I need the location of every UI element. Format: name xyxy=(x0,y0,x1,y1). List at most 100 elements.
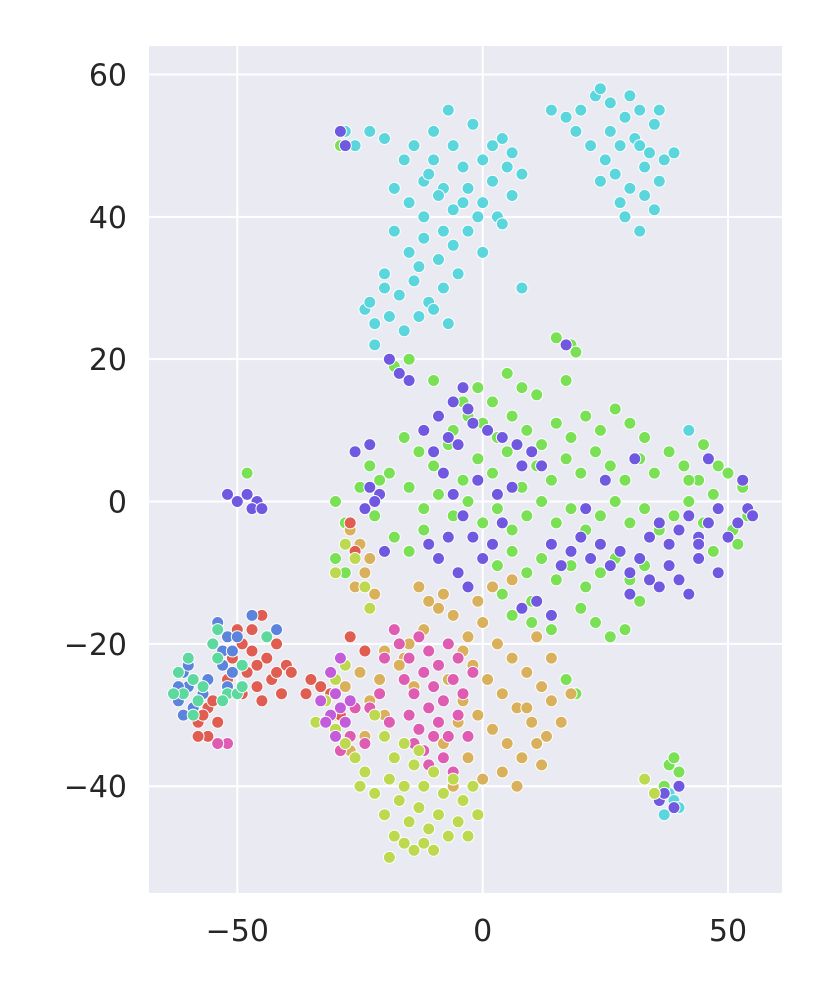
scatter-point-series-6 xyxy=(436,786,450,800)
scatter-point-series-0 xyxy=(505,146,519,160)
scatter-point-series-6 xyxy=(427,843,441,857)
scatter-point-series-1 xyxy=(373,473,387,487)
scatter-point-series-3 xyxy=(358,566,372,580)
scatter-point-series-3 xyxy=(490,637,504,651)
scatter-point-series-2 xyxy=(358,502,372,516)
scatter-point-series-0 xyxy=(427,124,441,138)
scatter-point-series-2 xyxy=(554,559,568,573)
scatter-point-series-2 xyxy=(221,487,234,501)
scatter-point-series-1 xyxy=(593,566,607,580)
scatter-point-series-3 xyxy=(495,687,509,701)
scatter-point-series-1 xyxy=(544,473,558,487)
scatter-point-series-0 xyxy=(461,181,475,195)
scatter-point-series-2 xyxy=(535,459,549,473)
scatter-point-series-2 xyxy=(652,580,666,594)
scatter-point-series-0 xyxy=(505,189,519,202)
scatter-point-series-8 xyxy=(196,680,210,694)
scatter-point-series-2 xyxy=(633,552,647,565)
scatter-point-series-0 xyxy=(613,196,627,210)
scatter-point-series-1 xyxy=(711,459,725,473)
scatter-point-series-4 xyxy=(304,673,318,686)
scatter-point-series-1 xyxy=(638,502,652,516)
scatter-point-series-0 xyxy=(456,196,470,210)
scatter-point-series-0 xyxy=(476,196,490,210)
scatter-point-series-2 xyxy=(432,552,445,565)
scatter-point-series-0 xyxy=(456,160,470,174)
scatter-point-series-3 xyxy=(486,722,499,736)
scatter-point-series-7 xyxy=(270,623,284,637)
scatter-point-series-0 xyxy=(618,210,632,224)
scatter-point-series-8 xyxy=(181,651,195,665)
scatter-point-series-0 xyxy=(633,139,647,153)
scatter-point-series-2 xyxy=(441,530,455,544)
scatter-point-series-0 xyxy=(476,245,490,259)
scatter-point-series-1 xyxy=(559,673,573,686)
scatter-point-series-0 xyxy=(363,124,377,138)
scatter-point-series-1 xyxy=(589,616,602,629)
scatter-point-series-2 xyxy=(701,452,715,466)
scatter-point-series-6 xyxy=(451,815,465,829)
scatter-point-series-6 xyxy=(387,829,401,843)
scatter-point-series-1 xyxy=(329,552,342,565)
y-tick-label: 40 xyxy=(89,201,127,236)
scatter-point-series-6 xyxy=(412,801,426,815)
y-tick-label: 60 xyxy=(89,58,127,93)
scatter-point-series-0 xyxy=(407,139,421,153)
scatter-point-series-0 xyxy=(476,153,490,167)
scatter-point-series-4 xyxy=(299,687,313,701)
scatter-point-series-2 xyxy=(495,516,509,530)
scatter-point-series-1 xyxy=(706,544,720,558)
scatter-point-series-2 xyxy=(432,409,445,423)
scatter-point-series-1 xyxy=(505,608,519,622)
scatter-point-series-1 xyxy=(535,495,549,508)
x-axis-ticks: −50 0 50 xyxy=(206,914,747,949)
scatter-point-series-8 xyxy=(167,687,180,701)
scatter-point-series-2 xyxy=(736,473,750,487)
scatter-point-series-1 xyxy=(593,423,607,437)
scatter-point-series-7 xyxy=(245,608,259,622)
scatter-point-series-5 xyxy=(446,673,460,686)
scatter-point-series-6 xyxy=(348,552,362,565)
scatter-point-series-3 xyxy=(544,694,558,708)
x-tick-label: 50 xyxy=(709,914,747,949)
scatter-point-series-7 xyxy=(225,665,239,679)
scatter-point-series-1 xyxy=(500,366,514,380)
scatter-point-series-2 xyxy=(476,552,490,565)
scatter-point-series-0 xyxy=(412,260,426,274)
scatter-point-series-2 xyxy=(662,537,676,551)
scatter-point-series-0 xyxy=(569,124,583,138)
scatter-point-series-0 xyxy=(638,189,652,202)
scatter-point-series-0 xyxy=(382,310,396,323)
scatter-point-series-0 xyxy=(633,224,647,238)
scatter-point-series-4 xyxy=(245,644,259,658)
scatter-point-series-5 xyxy=(407,687,421,701)
scatter-point-series-2 xyxy=(662,559,676,573)
scatter-point-series-3 xyxy=(481,673,495,686)
scatter-point-series-1 xyxy=(432,487,445,501)
scatter-point-series-0 xyxy=(432,189,445,202)
scatter-point-series-5 xyxy=(427,729,441,743)
scatter-point-series-2 xyxy=(672,523,686,537)
scatter-point-series-2 xyxy=(471,473,485,487)
scatter-point-series-7 xyxy=(225,644,239,658)
scatter-point-series-0 xyxy=(598,153,612,167)
scatter-point-series-8 xyxy=(186,708,200,722)
scatter-point-series-0 xyxy=(638,160,652,174)
scatter-point-series-3 xyxy=(471,708,485,722)
scatter-point-series-6 xyxy=(417,836,431,850)
scatter-point-series-0 xyxy=(412,310,426,323)
scatter-point-series-3 xyxy=(422,594,436,608)
scatter-point-series-0 xyxy=(422,167,436,181)
scatter-point-series-1 xyxy=(731,537,745,551)
scatter-point-series-1 xyxy=(574,601,588,615)
scatter-point-series-2 xyxy=(672,779,686,793)
scatter-point-series-3 xyxy=(535,680,549,694)
scatter-point-series-1 xyxy=(618,623,632,637)
scatter-point-series-0 xyxy=(593,82,607,96)
scatter-point-series-2 xyxy=(333,124,347,138)
scatter-point-series-9 xyxy=(314,694,328,708)
scatter-point-series-2 xyxy=(692,552,706,565)
scatter-point-series-6 xyxy=(353,779,367,793)
scatter-point-series-0 xyxy=(574,103,588,117)
scatter-point-series-1 xyxy=(559,374,573,387)
